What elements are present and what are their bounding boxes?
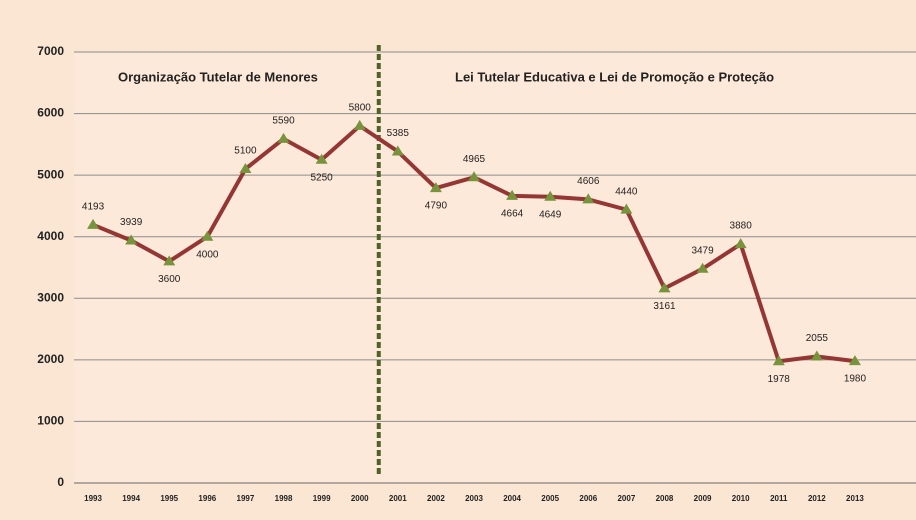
x-tick-label: 2006 bbox=[579, 494, 597, 503]
data-label: 4000 bbox=[196, 249, 219, 260]
x-tick-label: 1994 bbox=[122, 494, 140, 503]
y-tick-label: 1000 bbox=[37, 414, 64, 428]
marker bbox=[544, 190, 557, 201]
data-label: 4664 bbox=[501, 208, 524, 219]
marker bbox=[468, 171, 480, 182]
marker bbox=[163, 255, 176, 266]
data-label: 5590 bbox=[272, 115, 295, 126]
x-tick-label: 1999 bbox=[313, 494, 331, 503]
x-tick-label: 2009 bbox=[694, 494, 712, 503]
data-label: 4649 bbox=[539, 209, 562, 220]
annotation: Lei Tutelar Educativa e Lei de Promoção … bbox=[455, 69, 774, 84]
x-tick-label: 2004 bbox=[503, 494, 521, 503]
marker bbox=[810, 350, 823, 361]
x-tick-label: 2000 bbox=[351, 494, 369, 503]
x-tick-label: 2002 bbox=[427, 494, 445, 503]
x-tick-label: 2013 bbox=[846, 494, 864, 503]
y-tick-label: 3000 bbox=[37, 290, 64, 304]
data-label: 3161 bbox=[653, 301, 676, 312]
marker bbox=[277, 132, 290, 143]
marker bbox=[696, 262, 709, 273]
marker bbox=[125, 234, 138, 245]
data-label: 2055 bbox=[806, 333, 829, 344]
data-label: 4193 bbox=[82, 201, 105, 212]
data-label: 5100 bbox=[234, 146, 257, 157]
x-tick-label: 1997 bbox=[237, 494, 255, 503]
y-tick-label: 7000 bbox=[37, 44, 64, 58]
y-tick-label: 4000 bbox=[37, 229, 64, 243]
y-tick-label: 0 bbox=[57, 475, 64, 489]
marker bbox=[658, 282, 671, 293]
x-tick-label: 1996 bbox=[198, 494, 216, 503]
x-tick-label: 1998 bbox=[275, 494, 293, 503]
marker bbox=[429, 182, 442, 193]
data-label: 4606 bbox=[577, 176, 600, 187]
x-tick-label: 2008 bbox=[656, 494, 674, 503]
marker bbox=[391, 145, 404, 156]
x-tick-label: 2010 bbox=[732, 494, 750, 503]
x-tick-label: 2012 bbox=[808, 494, 826, 503]
data-label: 4440 bbox=[615, 186, 638, 197]
data-label: 3600 bbox=[158, 274, 181, 285]
y-tick-label: 2000 bbox=[37, 352, 64, 366]
data-label: 3479 bbox=[691, 245, 714, 256]
marker bbox=[201, 230, 214, 241]
marker bbox=[772, 355, 785, 366]
data-label: 3939 bbox=[120, 217, 143, 228]
data-label: 5385 bbox=[387, 128, 410, 139]
data-label: 4790 bbox=[425, 201, 448, 212]
data-label: 5250 bbox=[310, 172, 333, 183]
data-label: 5800 bbox=[349, 103, 372, 114]
x-tick-label: 2007 bbox=[617, 494, 635, 503]
y-tick-label: 5000 bbox=[37, 167, 64, 181]
x-tick-label: 2005 bbox=[541, 494, 559, 503]
x-tick-label: 2011 bbox=[770, 494, 788, 503]
data-label: 3880 bbox=[730, 221, 753, 232]
x-tick-label: 1993 bbox=[84, 494, 102, 503]
marker bbox=[506, 189, 519, 200]
marker bbox=[353, 119, 366, 130]
marker bbox=[315, 153, 328, 164]
marker bbox=[848, 355, 861, 366]
x-tick-label: 2001 bbox=[389, 494, 407, 503]
marker bbox=[734, 238, 747, 249]
data-label: 1980 bbox=[844, 374, 867, 385]
marker bbox=[582, 193, 595, 204]
data-label: 1978 bbox=[768, 374, 791, 385]
marker bbox=[239, 162, 252, 173]
marker bbox=[87, 218, 100, 229]
annotation: Organização Tutelar de Menores bbox=[118, 69, 318, 84]
y-tick-label: 6000 bbox=[37, 106, 64, 120]
marker bbox=[620, 203, 633, 214]
plot-area bbox=[74, 52, 916, 483]
x-tick-label: 2003 bbox=[465, 494, 483, 503]
data-label: 4965 bbox=[463, 154, 486, 165]
x-tick-label: 1995 bbox=[160, 494, 178, 503]
